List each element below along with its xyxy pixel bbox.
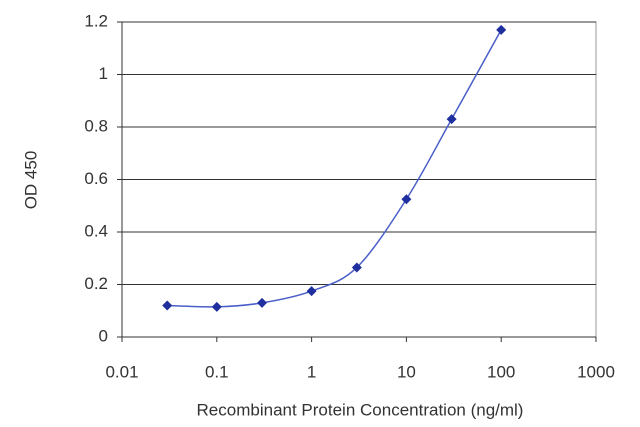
- y-tick-label: 1: [99, 64, 108, 83]
- x-tick-label: 100: [487, 362, 515, 381]
- data-point: [401, 194, 412, 205]
- data-point: [446, 114, 457, 125]
- y-axis-label: OD 450: [21, 151, 40, 210]
- data-point: [306, 286, 317, 297]
- y-tick-label: 0.8: [84, 116, 108, 135]
- data-point: [162, 300, 173, 311]
- data-point: [257, 297, 268, 308]
- x-axis-label: Recombinant Protein Concentration (ng/ml…: [197, 400, 524, 419]
- x-tick-label: 0.01: [105, 362, 138, 381]
- x-tick-label: 0.1: [205, 362, 229, 381]
- y-tick-label: 0.2: [84, 274, 108, 293]
- x-tick-label: 1000: [577, 362, 615, 381]
- x-tick-label: 10: [397, 362, 416, 381]
- data-point: [211, 301, 222, 312]
- data-point: [351, 262, 362, 273]
- y-tick-label: 0.6: [84, 169, 108, 188]
- data-point: [496, 24, 507, 35]
- x-tick-label: 1: [307, 362, 316, 381]
- y-tick-label: 1.2: [84, 11, 108, 30]
- y-tick-label: 0: [99, 326, 108, 345]
- y-tick-label: 0.4: [84, 221, 108, 240]
